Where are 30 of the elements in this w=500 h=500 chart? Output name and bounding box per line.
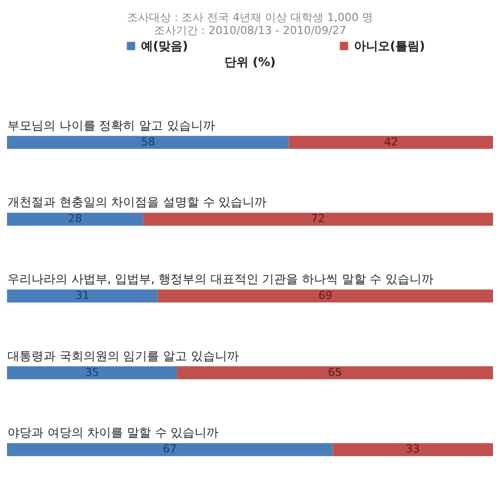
chart-title: 조사대상 : 조사 전국 4년재 이상 대학생 1,000 명 — [126, 11, 374, 24]
legend-label: 예(맞음) — [141, 39, 188, 53]
data-label: 33 — [406, 442, 420, 456]
y-tick-label: 개천절과 현충일의 차이점을 설명할 수 있습니까 — [8, 195, 267, 210]
bar — [332, 443, 493, 456]
bar — [143, 212, 493, 226]
bar — [7, 212, 144, 226]
bar — [7, 366, 178, 380]
data-label: 42 — [384, 135, 398, 148]
bar — [7, 290, 158, 302]
bar — [177, 366, 493, 380]
data-label: 69 — [318, 289, 332, 302]
y-tick-label: 우리나라의 사법부, 입법부, 행정부의 대표적인 기관을 하나씩 말할 수 있습니까 — [8, 272, 434, 286]
y-tick-label: 야당과 여당의 차이를 말할 수 있습니까 — [8, 426, 219, 440]
data-label: 31 — [75, 289, 90, 302]
data-label: 28 — [68, 212, 82, 226]
legend-label: 아니오(틀림) — [354, 39, 425, 53]
bar — [288, 136, 493, 149]
text: 단위 (%) — [224, 55, 276, 69]
bar — [158, 290, 493, 302]
bar — [7, 136, 289, 149]
bar — [7, 443, 333, 456]
y-tick-label: 대통령과 국회의원의 임기를 알고 있습니까 — [8, 348, 239, 363]
data-label: 65 — [328, 366, 342, 379]
data-label: 35 — [85, 366, 100, 379]
data-label: 72 — [311, 212, 326, 226]
data-label: 67 — [162, 442, 177, 456]
chart-subtitle: 조사기간 : 2010/08/13 - 2010/09/27 — [154, 24, 346, 37]
y-tick-label: 부모님의 나이를 정확히 알고 있습니까 — [8, 118, 215, 132]
data-label: 58 — [140, 135, 155, 148]
